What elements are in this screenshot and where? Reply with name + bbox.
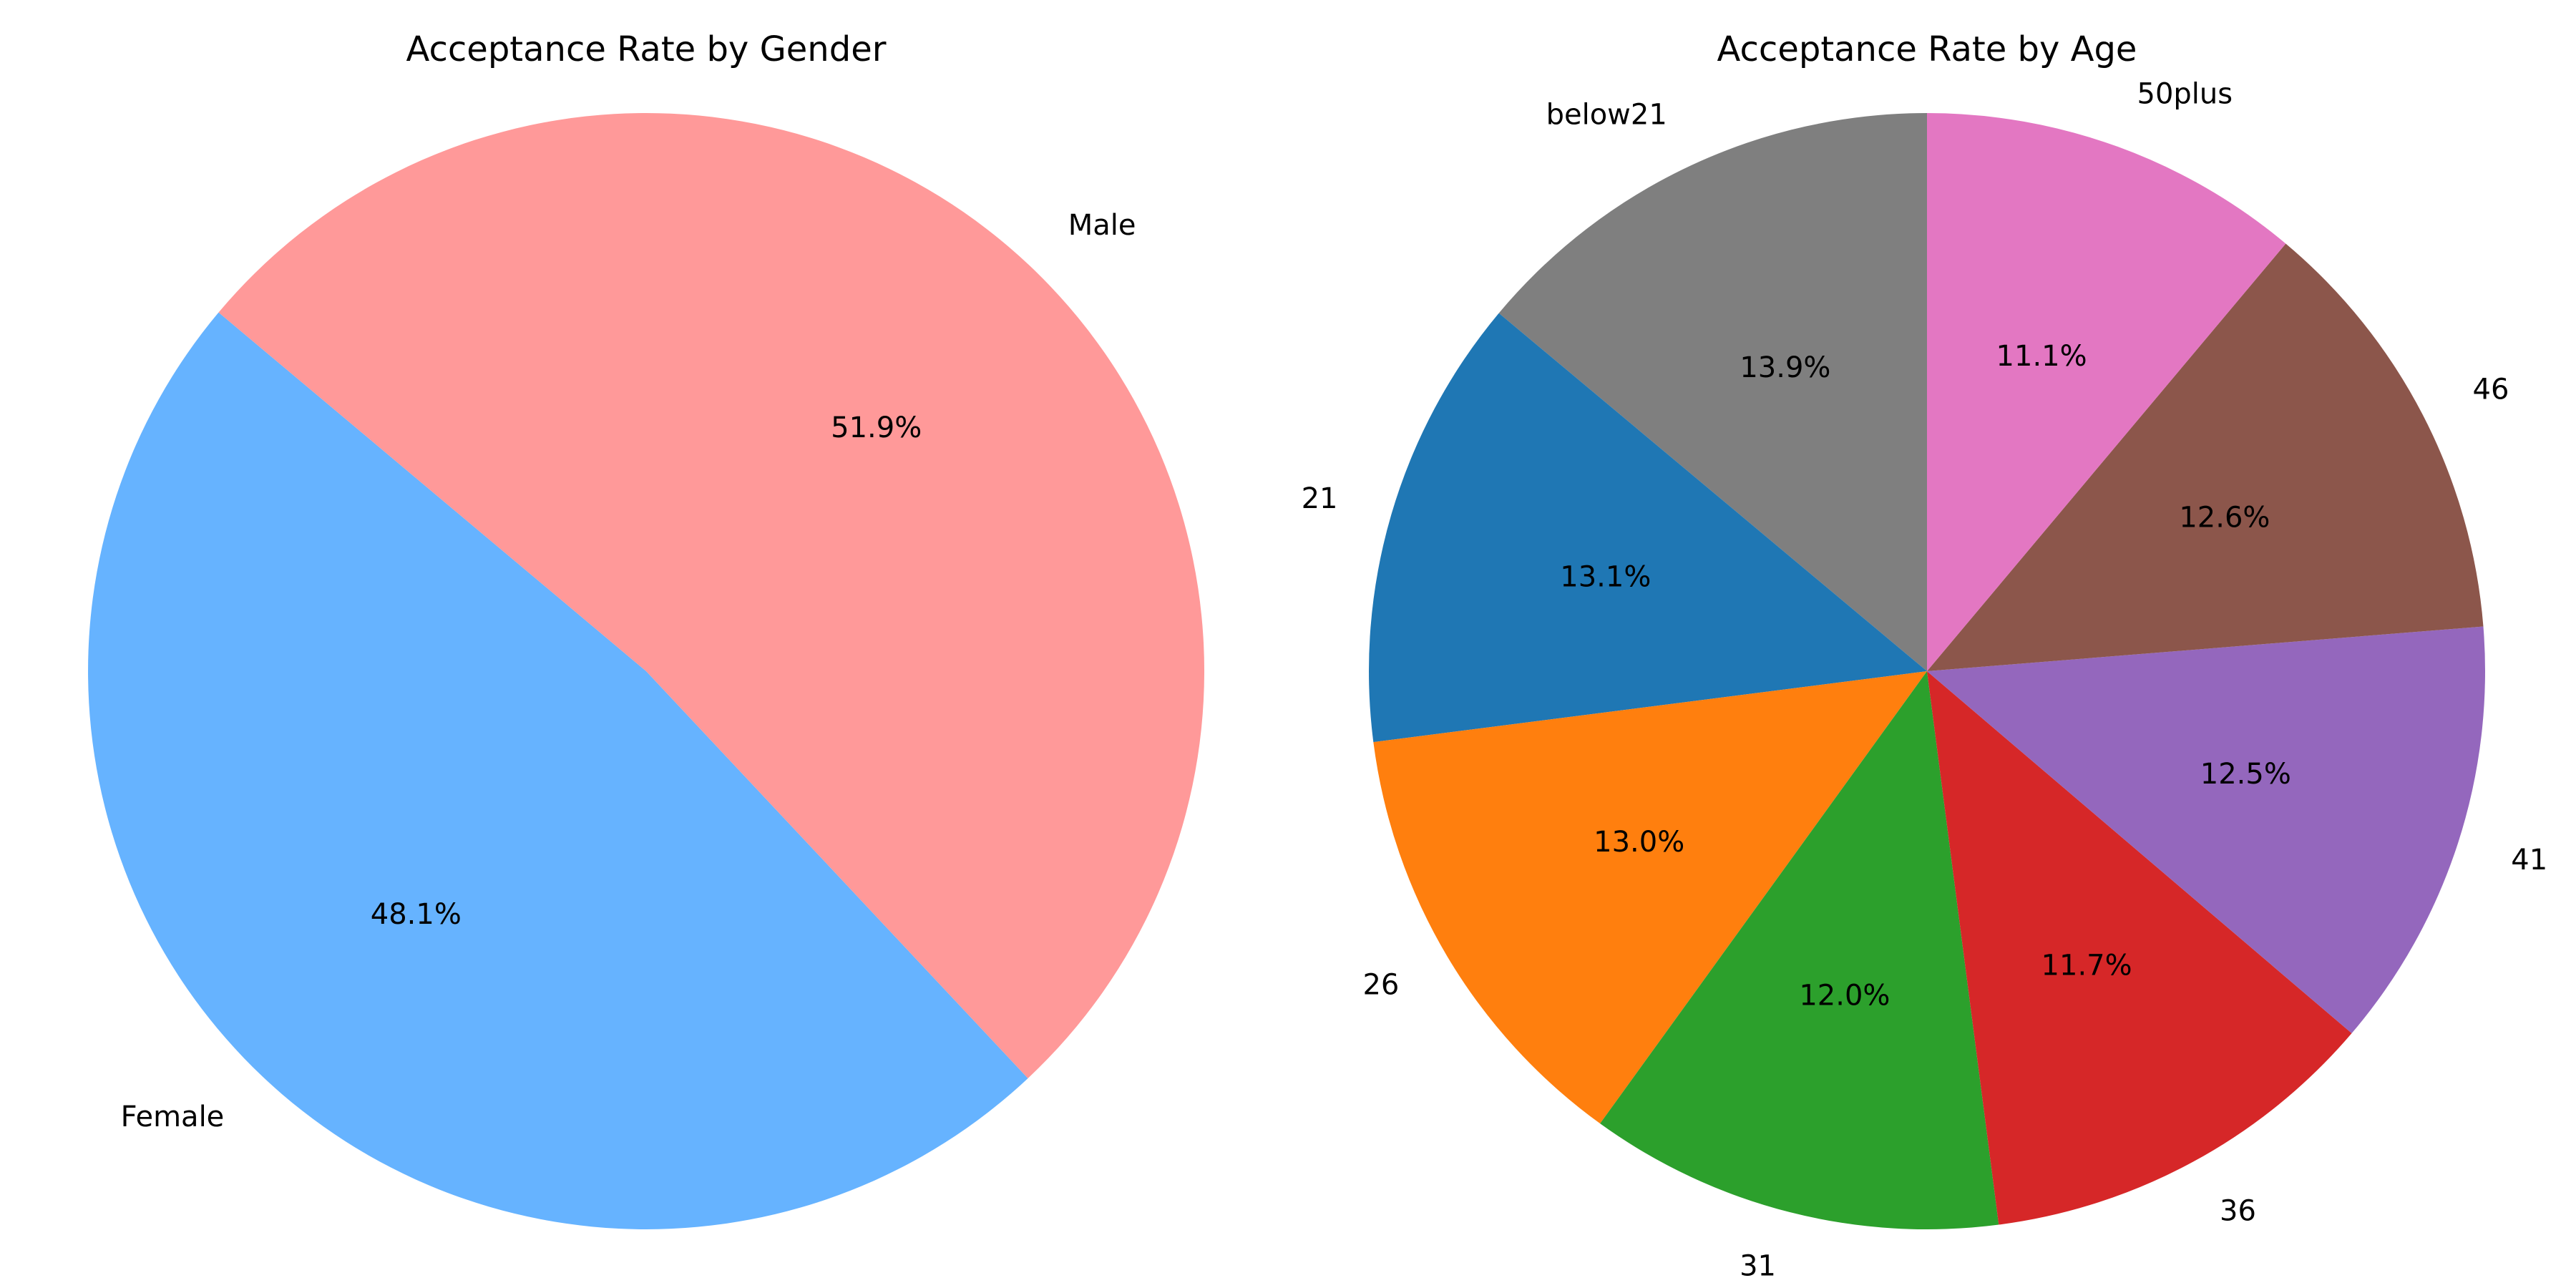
age-slice-36: [1927, 671, 2352, 1225]
age-slice-31: [1600, 671, 1999, 1230]
age-slice-50plus: [1927, 113, 2286, 671]
age-category-label-31: 31: [1740, 1250, 1776, 1283]
age-pct-label-41: 12.5%: [2200, 758, 2291, 791]
age-pct-label-50plus: 11.1%: [1996, 340, 2087, 373]
age-slice-21: [1369, 313, 1927, 743]
age-category-label-36: 36: [2220, 1194, 2256, 1227]
age-pie-slices: [1369, 113, 2485, 1230]
age-category-label-26: 26: [1362, 968, 1399, 1001]
gender-pie-chart: Acceptance Rate by Gender 48.1% Female 51.…: [88, 29, 1205, 1229]
age-pct-label-below21: 13.9%: [1740, 351, 1830, 384]
age-chart-title: Acceptance Rate by Age: [1717, 29, 2137, 69]
gender-pct-label-male: 51.9%: [831, 411, 922, 444]
age-pct-label-46: 12.6%: [2179, 501, 2270, 534]
gender-slice-female: [88, 312, 1028, 1229]
age-pct-label-26: 13.0%: [1594, 826, 1684, 859]
age-slice-41: [1927, 626, 2485, 1034]
age-pie-labels: 13.9% below21 13.1% 21 13.0% 26 12.0% 31 11.7% 36…: [1302, 78, 2548, 1283]
gender-category-label-male: Male: [1068, 209, 1136, 242]
age-category-label-50plus: 50plus: [2137, 78, 2233, 111]
gender-slice-male: [218, 112, 1205, 1078]
gender-pie-slices: [88, 112, 1205, 1229]
age-pct-label-31: 12.0%: [1799, 980, 1890, 1013]
age-category-label-21: 21: [1302, 482, 1338, 515]
gender-chart-title: Acceptance Rate by Gender: [406, 29, 887, 69]
gender-pct-label-female: 48.1%: [371, 898, 462, 931]
age-category-label-below21: below21: [1546, 99, 1667, 132]
age-pie-chart: Acceptance Rate by Age 13.9% below21 13.1%…: [1302, 29, 2548, 1283]
age-category-label-46: 46: [2473, 374, 2509, 406]
age-pct-label-36: 11.7%: [2041, 949, 2132, 982]
gender-category-label-female: Female: [121, 1101, 225, 1133]
age-slice-below21: [1498, 113, 1927, 671]
age-slice-26: [1373, 671, 1927, 1124]
gender-pie-labels: 48.1% Female 51.9% Male: [121, 209, 1136, 1133]
age-slice-46: [1927, 243, 2484, 671]
age-category-label-41: 41: [2511, 844, 2547, 877]
age-pct-label-21: 13.1%: [1560, 561, 1651, 594]
